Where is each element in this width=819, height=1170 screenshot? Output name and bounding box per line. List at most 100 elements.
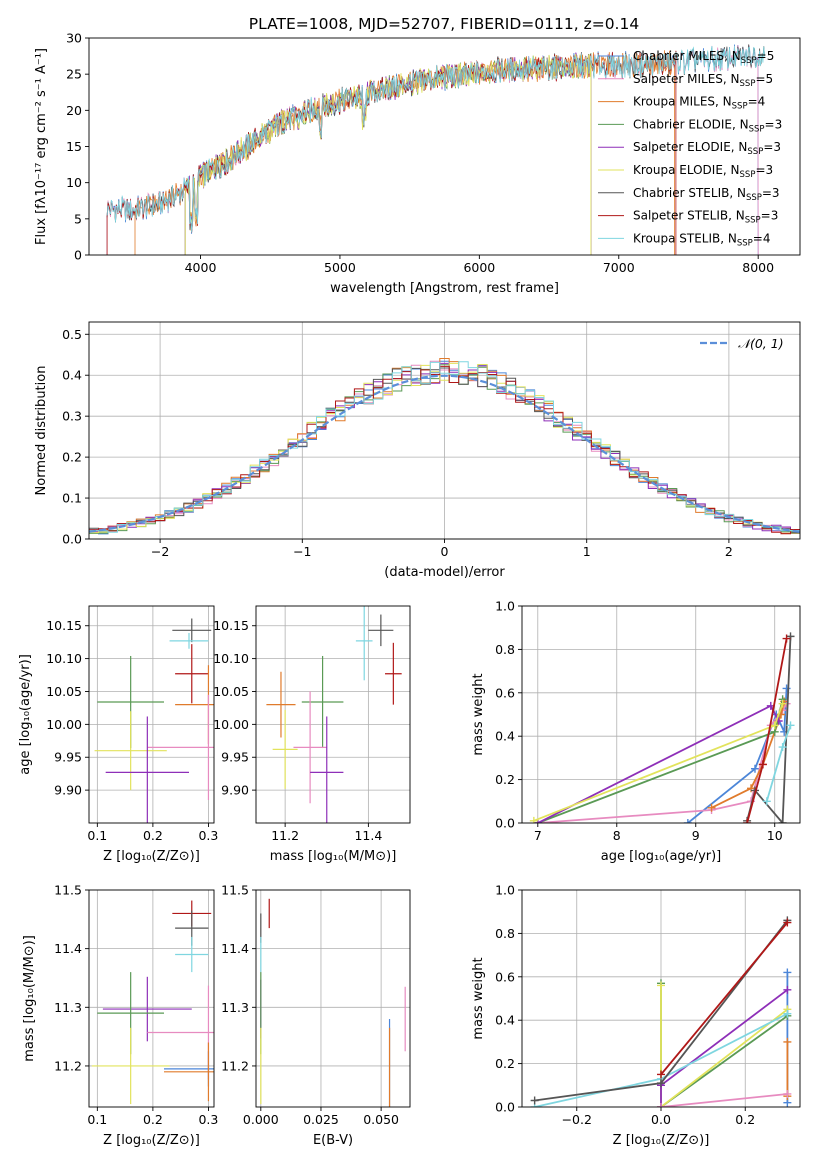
y-tick-label: 0.8 bbox=[495, 926, 515, 941]
y-tick-label: 11.3 bbox=[221, 1000, 249, 1015]
y-tick-label: 15 bbox=[66, 139, 82, 154]
y-tick-label: 1.0 bbox=[495, 599, 515, 614]
spectrum-series bbox=[106, 44, 765, 255]
histogram-step bbox=[89, 365, 800, 535]
y-tick-label: 11.3 bbox=[54, 1000, 82, 1015]
weight-line bbox=[660, 921, 789, 1076]
x-axis-label: age [log₁₀(age/yr)] bbox=[601, 849, 722, 864]
axes-frame bbox=[255, 605, 411, 824]
legend-label: Chabrier STELIB, NSSP=3 bbox=[633, 186, 780, 203]
x-tick-label: 9 bbox=[692, 828, 700, 843]
errorbar-point bbox=[105, 716, 189, 823]
x-tick-label: 0.1 bbox=[87, 1112, 107, 1127]
x-tick-label: 0.2 bbox=[735, 1112, 755, 1127]
y-tick-label: 0.6 bbox=[495, 969, 515, 984]
weight-marker bbox=[770, 721, 779, 730]
mass-z-panel: 0.1 0.2 0.3 11.2 11.3 11.4 11.5 Z [log₁₀(Z/Z⊙)]… bbox=[22, 883, 218, 1149]
y-tick-label: 5 bbox=[74, 211, 82, 226]
legend-label: Kroupa STELIB, NSSP=4 bbox=[633, 231, 771, 248]
errorbar-point bbox=[172, 618, 212, 643]
y-tick-label: 9.95 bbox=[221, 750, 249, 765]
errorbar-point bbox=[102, 976, 192, 1042]
weight-marker bbox=[657, 1103, 665, 1107]
legend-label: 𝒩(0, 1) bbox=[738, 336, 784, 351]
legend-label: Salpeter STELIB, NSSP=3 bbox=[633, 209, 778, 226]
legend-label: Kroupa ELODIE, NSSP=3 bbox=[633, 163, 773, 180]
y-tick-label: 10.05 bbox=[213, 684, 249, 699]
x-tick-label: 2 bbox=[725, 544, 733, 559]
y-tick-label: 20 bbox=[66, 103, 82, 118]
y-tick-label: 0.4 bbox=[495, 1013, 515, 1028]
errorbar-series bbox=[94, 618, 214, 823]
y-axis-label: age [log₁₀(age/yr)] bbox=[18, 654, 33, 775]
weight-marker bbox=[782, 634, 791, 643]
errorbar-point bbox=[91, 1027, 170, 1105]
gaussian-curve bbox=[89, 374, 800, 533]
x-axis-label: wavelength [Angstrom, rest frame] bbox=[330, 281, 559, 296]
y-tick-label: 0.2 bbox=[495, 772, 515, 787]
errorbar-point bbox=[164, 1042, 214, 1102]
errorbar-point bbox=[175, 644, 209, 704]
errorbar-point bbox=[293, 691, 327, 804]
weight-series bbox=[530, 916, 792, 1107]
x-tick-label: 7000 bbox=[603, 260, 635, 275]
x-axis-label: E(B-V) bbox=[313, 1133, 353, 1148]
x-tick-label: 0.050 bbox=[363, 1112, 399, 1127]
panels: 4000 5000 6000 7000 8000051015202530waveleng… bbox=[18, 31, 801, 1149]
y-tick-label: 0.1 bbox=[62, 491, 82, 506]
x-tick-label: 0.0 bbox=[651, 1112, 671, 1127]
weight-marker bbox=[758, 760, 767, 769]
y-tick-label: 10.15 bbox=[213, 618, 249, 633]
y-tick-label: 0.5 bbox=[62, 327, 82, 342]
x-tick-label: −1 bbox=[293, 544, 311, 559]
weight-marker bbox=[530, 1096, 539, 1105]
weight-marker bbox=[782, 684, 791, 693]
axes-frame bbox=[255, 889, 411, 1108]
errorbar-point bbox=[147, 694, 214, 800]
y-axis-label: Normed distribution bbox=[34, 366, 49, 496]
errorbar-point bbox=[310, 716, 344, 823]
x-tick-label: −2 bbox=[151, 544, 169, 559]
y-tick-label: 0.3 bbox=[62, 409, 82, 424]
y-tick-label: 25 bbox=[66, 67, 82, 82]
spectrum-line bbox=[106, 46, 765, 233]
weight-marker bbox=[783, 1089, 792, 1098]
w-age-panel: 7 8 9 10 0.0 0.2 0.4 0.6 0.8 1.0 age [log₁₀(age/yr… bbox=[471, 599, 801, 864]
x-tick-label: 8 bbox=[613, 828, 621, 843]
x-tick-label: 0.2 bbox=[143, 1112, 163, 1127]
x-tick-label: 5000 bbox=[324, 260, 356, 275]
x-tick-label: 8000 bbox=[742, 260, 774, 275]
errorbar-point bbox=[385, 642, 402, 705]
weight-marker bbox=[783, 1009, 792, 1018]
weight-marker bbox=[743, 819, 752, 823]
y-tick-label: 0.4 bbox=[62, 368, 82, 383]
weight-marker bbox=[786, 721, 795, 730]
x-axis-label: Z [log₁₀(Z/Z⊙)] bbox=[613, 1133, 710, 1148]
weight-line bbox=[660, 1093, 788, 1107]
y-tick-label: 30 bbox=[66, 31, 82, 46]
x-tick-label: 0.3 bbox=[198, 1112, 218, 1127]
x-tick-label: 0.2 bbox=[143, 828, 163, 843]
legend-label: Chabrier ELODIE, NSSP=3 bbox=[633, 117, 782, 134]
errorbar-series bbox=[260, 898, 406, 1107]
y-tick-label: 11.4 bbox=[221, 941, 249, 956]
spectrum-panel: 4000 5000 6000 7000 8000 0 5 10 15 20 25 30 waveleng… bbox=[34, 31, 801, 296]
x-tick-label: 0.1 bbox=[87, 828, 107, 843]
errorbar-series bbox=[91, 900, 214, 1105]
y-axis-label: mass [log₁₀(M/M⊙)] bbox=[22, 935, 37, 1062]
y-tick-label: 0.6 bbox=[495, 685, 515, 700]
weight-marker bbox=[778, 819, 787, 823]
weight-marker bbox=[778, 699, 787, 708]
y-tick-label: 10.10 bbox=[46, 651, 82, 666]
axes-frame bbox=[88, 605, 215, 824]
x-tick-label: 11.4 bbox=[354, 828, 382, 843]
y-tick-label: 0.8 bbox=[495, 642, 515, 657]
x-tick-label: 4000 bbox=[185, 260, 217, 275]
weight-marker bbox=[783, 918, 792, 927]
errorbar-series bbox=[266, 606, 402, 823]
spectrum-legend: Chabrier MILES, NSSP=5 Salpeter MILES, NS… bbox=[598, 49, 782, 248]
y-tick-label: 10.00 bbox=[213, 717, 249, 732]
y-tick-label: 0.0 bbox=[495, 1100, 515, 1115]
